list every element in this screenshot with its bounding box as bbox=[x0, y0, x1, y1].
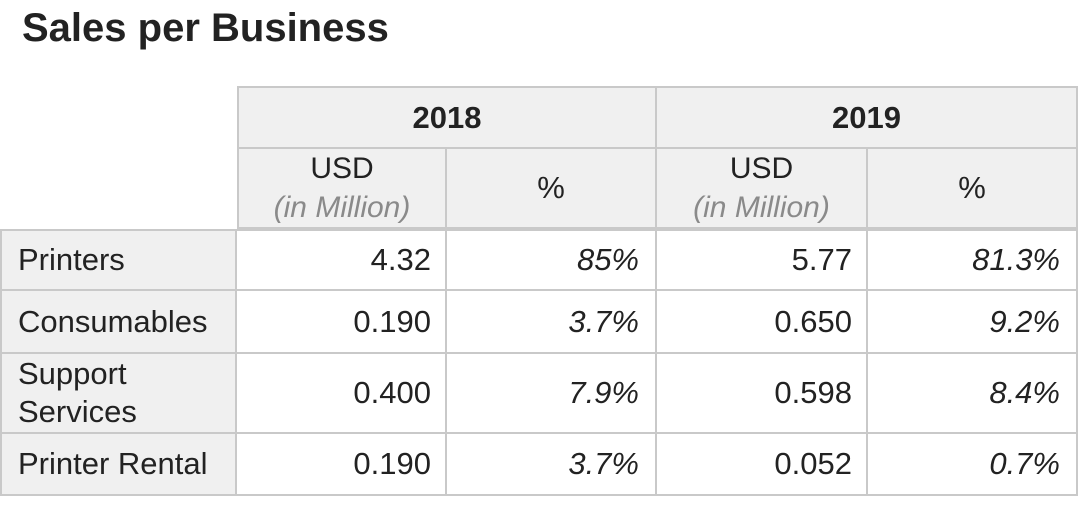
cell-pct-2018: 3.7% bbox=[447, 291, 657, 354]
cell-pct-2018: 85% bbox=[447, 229, 657, 291]
cell-pct-2019: 81.3% bbox=[868, 229, 1078, 291]
cell-pct-2018: 7.9% bbox=[447, 354, 657, 434]
cell-usd-2018: 4.32 bbox=[237, 229, 447, 291]
year-header-2019: 2019 bbox=[657, 86, 1078, 149]
cell-pct-2018: 3.7% bbox=[447, 434, 657, 496]
table-corner bbox=[0, 86, 237, 149]
cell-usd-2018: 0.190 bbox=[237, 434, 447, 496]
cell-usd-2019: 0.598 bbox=[657, 354, 868, 434]
page-title: Sales per Business bbox=[22, 6, 389, 50]
cell-usd-2019: 0.650 bbox=[657, 291, 868, 354]
pct-header-2018: % bbox=[447, 149, 657, 229]
usd-header-2018: USD (in Million) bbox=[237, 149, 447, 229]
pct-header-2019: % bbox=[868, 149, 1078, 229]
year-header-2018: 2018 bbox=[237, 86, 657, 149]
cell-pct-2019: 9.2% bbox=[868, 291, 1078, 354]
usd-unit: (in Million) bbox=[693, 191, 830, 224]
usd-label: USD bbox=[310, 152, 374, 185]
row-label-consumables: Consumables bbox=[0, 291, 237, 354]
cell-usd-2019: 0.052 bbox=[657, 434, 868, 496]
cell-usd-2019: 5.77 bbox=[657, 229, 868, 291]
usd-unit: (in Million) bbox=[273, 191, 411, 224]
row-label-support-services: Support Services bbox=[0, 354, 237, 434]
usd-header-2019: USD (in Million) bbox=[657, 149, 868, 229]
row-label-printer-rental: Printer Rental bbox=[0, 434, 237, 496]
cell-pct-2019: 8.4% bbox=[868, 354, 1078, 434]
cell-pct-2019: 0.7% bbox=[868, 434, 1078, 496]
cell-usd-2018: 0.190 bbox=[237, 291, 447, 354]
table-corner-lower bbox=[0, 149, 237, 229]
usd-label: USD bbox=[729, 152, 794, 185]
sales-table: 2018 2019 USD (in Million) % USD (in Mil… bbox=[0, 86, 1078, 496]
cell-usd-2018: 0.400 bbox=[237, 354, 447, 434]
row-label-printers: Printers bbox=[0, 229, 237, 291]
